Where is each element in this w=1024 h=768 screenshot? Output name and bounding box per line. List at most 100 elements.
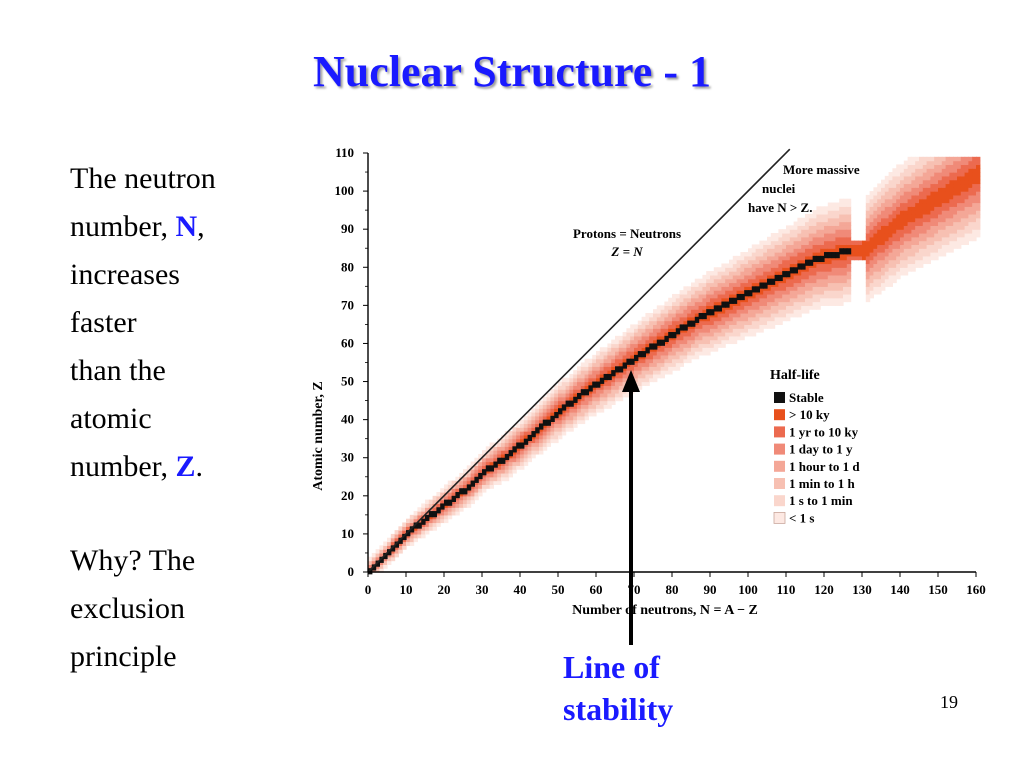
nuclide-cell: [976, 202, 981, 207]
nuclide-cell: [789, 229, 795, 234]
nuclide-cell: [713, 282, 719, 287]
nuclide-cell: [759, 316, 764, 322]
nuclide-cell: [732, 271, 738, 276]
stable-nuclide-cell: [531, 431, 536, 438]
nuclide-cell: [900, 194, 905, 200]
nuclide-cell: [930, 187, 935, 192]
nuclide-cell: [573, 415, 578, 421]
nuclide-cell: [827, 225, 833, 230]
nuclide-cell: [497, 442, 502, 447]
nuclide-cell: [881, 191, 886, 196]
nuclide-cell: [371, 556, 377, 562]
nuclide-cell: [592, 366, 597, 371]
nuclide-cell: [611, 358, 616, 364]
nuclide-cell: [664, 328, 669, 333]
nuclide-cell: [755, 274, 760, 280]
nuclide-cell: [763, 274, 768, 280]
nuclide-cell: [763, 316, 768, 322]
nuclide-cell: [877, 232, 882, 238]
stable-nuclide-cell: [801, 263, 806, 270]
nuclide-cell: [926, 240, 931, 246]
nuclide-cell: [611, 339, 616, 345]
nuclide-cell: [523, 423, 529, 428]
nuclide-cell: [808, 252, 814, 257]
nuclide-cell: [554, 434, 559, 440]
nuclide-cell: [816, 293, 821, 299]
nuclide-cell: [930, 248, 935, 253]
nuclide-cell: [706, 335, 711, 341]
nuclide-cell: [964, 168, 969, 173]
nuclide-cell: [580, 400, 586, 405]
nuclide-cell: [455, 507, 460, 512]
nuclide-cell: [527, 423, 532, 428]
nuclide-cell: [903, 217, 909, 223]
nuclide-cell: [755, 309, 760, 314]
nuclide-cell: [881, 263, 886, 268]
nuclide-cell: [744, 278, 749, 284]
nuclide-cell: [588, 366, 593, 371]
nuclide-cell: [812, 293, 817, 299]
nuclide-cell: [938, 210, 943, 215]
nuclide-cell: [960, 175, 966, 181]
nuclide-cell: [808, 271, 814, 276]
nuclide-cell: [789, 290, 795, 295]
nuclide-cell: [634, 328, 639, 333]
nuclide-cell: [782, 282, 787, 287]
nuclide-cell: [778, 290, 783, 295]
stable-nuclide-cell: [702, 312, 707, 320]
nuclide-cell: [949, 179, 954, 185]
nuclide-cell: [930, 217, 935, 223]
nuclide-cell: [599, 408, 605, 413]
nuclide-cell: [835, 274, 840, 280]
nuclide-cell: [702, 309, 707, 314]
nuclide-cell: [888, 274, 893, 280]
nuclide-cell: [801, 293, 806, 299]
nuclide-cell: [805, 286, 810, 291]
nuclide-cell: [763, 255, 768, 261]
nuclide-cell: [976, 198, 981, 204]
stability-arrow-head: [622, 370, 640, 392]
stable-nuclide-cell: [584, 389, 589, 396]
nuclide-cell: [941, 198, 947, 204]
nuclide-cell: [820, 293, 825, 299]
nuclide-cell: [957, 217, 962, 223]
nuclide-cell: [824, 293, 829, 299]
nuclide-cell: [641, 324, 646, 329]
nuclide-cell: [531, 419, 536, 425]
nuclide-cell: [888, 191, 893, 196]
nuclide-cell: [668, 316, 673, 322]
nuclide-cell: [960, 198, 966, 204]
nuclide-cell: [645, 366, 650, 371]
nuclide-cell: [736, 332, 741, 337]
nuclide-cell: [850, 240, 855, 246]
nuclide-cell: [976, 175, 981, 181]
nuclide-cell: [603, 351, 608, 356]
nuclide-cell: [972, 198, 977, 204]
nuclide-cell: [911, 160, 916, 166]
nuclide-cell: [789, 259, 795, 265]
legend-entry: 1 s to 1 min: [789, 493, 853, 508]
nuclide-cell: [839, 297, 844, 303]
nuclide-cell: [896, 236, 901, 242]
nuclide-cell: [808, 274, 814, 280]
nuclide-cell: [919, 213, 924, 219]
nuclide-cell: [649, 373, 654, 379]
nuclide-cell: [805, 225, 810, 230]
axes: [363, 152, 977, 577]
nuclide-cell: [873, 252, 878, 257]
nuclide-cell: [926, 213, 931, 219]
nuclide-cell: [725, 282, 730, 287]
nuclide-cell: [827, 221, 833, 226]
nuclide-cell: [949, 240, 954, 246]
nuclide-cell: [607, 400, 612, 405]
nuclide-cell: [599, 351, 605, 356]
nuclide-cell: [797, 312, 802, 318]
nuclide-cell: [911, 168, 916, 173]
nuclide-cell: [873, 286, 878, 291]
nuclide-cell: [793, 229, 798, 234]
nuclide-cell: [960, 229, 966, 234]
nuclide-cell: [820, 244, 825, 249]
nuclide-cell: [744, 259, 749, 265]
nuclide-cell: [603, 385, 608, 390]
nuclide-cell: [656, 324, 662, 329]
